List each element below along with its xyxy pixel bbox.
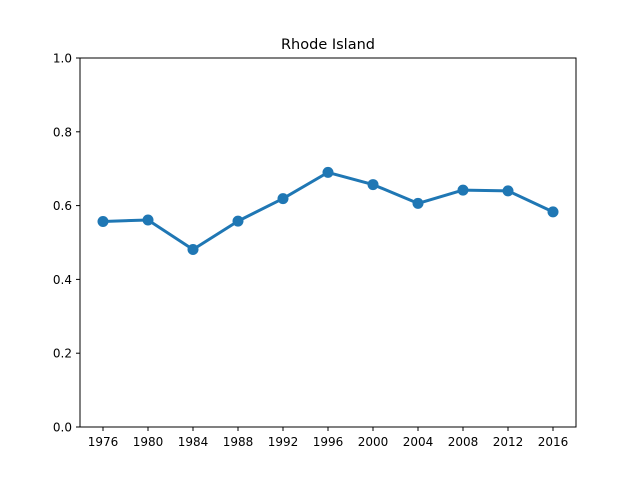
data-point bbox=[97, 215, 109, 227]
data-point bbox=[547, 206, 559, 218]
data-point bbox=[367, 179, 379, 191]
data-point bbox=[142, 214, 154, 226]
y-tick-label: 0.0 bbox=[53, 421, 72, 435]
x-tick-label: 2012 bbox=[493, 435, 524, 449]
data-point bbox=[187, 244, 199, 256]
chart-title: Rhode Island bbox=[281, 37, 375, 53]
x-tick-label: 2016 bbox=[538, 435, 569, 449]
x-tick-label: 2000 bbox=[358, 435, 389, 449]
plot-area-frame bbox=[79, 57, 577, 428]
data-point bbox=[322, 166, 334, 178]
x-tick-label: 1988 bbox=[223, 435, 254, 449]
y-axis: 0.0 0.2 0.4 0.6 0.8 1.0 bbox=[53, 52, 80, 435]
x-tick-label: 1992 bbox=[268, 435, 299, 449]
data-point bbox=[232, 215, 244, 227]
y-tick-label: 1.0 bbox=[53, 52, 72, 66]
x-axis: 1976 1980 1984 1988 1992 1996 2000 2004 2008 2012… bbox=[88, 427, 569, 449]
x-tick-label: 2008 bbox=[448, 435, 479, 449]
x-tick-label: 1980 bbox=[133, 435, 164, 449]
data-point bbox=[277, 193, 289, 205]
y-tick-label: 0.4 bbox=[53, 273, 72, 287]
data-point bbox=[457, 184, 469, 196]
y-tick-label: 0.6 bbox=[53, 199, 72, 213]
y-tick-label: 0.8 bbox=[53, 125, 72, 139]
data-point bbox=[412, 197, 424, 209]
series-layer bbox=[97, 166, 559, 256]
y-tick-label: 0.2 bbox=[53, 347, 72, 361]
data-point bbox=[502, 185, 514, 197]
series-line bbox=[101, 170, 555, 252]
x-tick-label: 2004 bbox=[403, 435, 434, 449]
x-tick-label: 1984 bbox=[178, 435, 209, 449]
x-tick-label: 1996 bbox=[313, 435, 344, 449]
x-tick-label: 1976 bbox=[88, 435, 119, 449]
